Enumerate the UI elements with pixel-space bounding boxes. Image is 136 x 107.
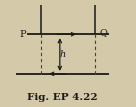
Text: Q: Q bbox=[99, 28, 107, 37]
Text: Fig. EP 4.22: Fig. EP 4.22 bbox=[27, 93, 98, 102]
Text: P: P bbox=[20, 30, 26, 39]
Text: h: h bbox=[59, 50, 66, 59]
